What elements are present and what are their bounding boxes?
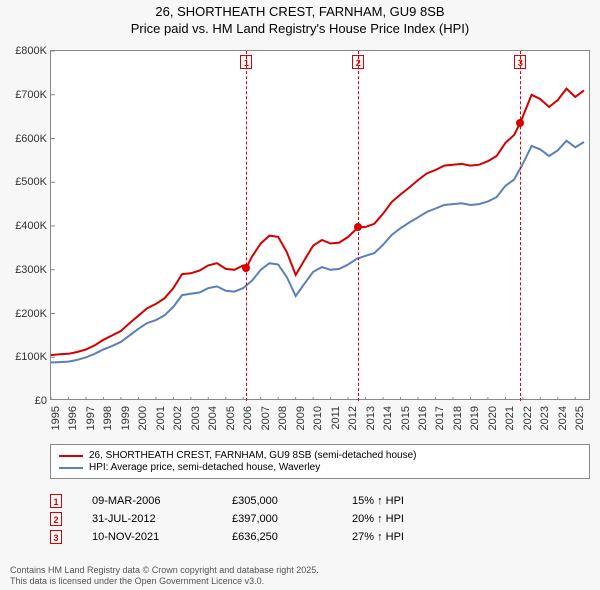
y-tick-label: £600K [3, 133, 47, 145]
x-tick-label: 2005 [225, 406, 237, 430]
x-tick-label: 2023 [539, 406, 551, 430]
y-tick-label: £300K [3, 264, 47, 276]
x-tick-label: 2018 [452, 406, 464, 430]
x-tick-label: 2016 [417, 406, 429, 430]
transaction-marker-icon: 2 [50, 512, 62, 526]
x-tick-label: 2008 [277, 406, 289, 430]
transaction-marker-icon: 1 [50, 494, 62, 508]
chart-title-block: 26, SHORTHEATH CREST, FARNHAM, GU9 8SB P… [0, 0, 600, 38]
x-tick-label: 2006 [242, 406, 254, 430]
legend-row: HPI: Average price, semi-detached house,… [59, 462, 581, 473]
transaction-vline [520, 51, 521, 401]
x-tick-label: 2017 [434, 406, 446, 430]
transaction-row: 3 10-NOV-2021£636,25027% ↑ HPI [50, 530, 590, 544]
x-tick-label: 2002 [172, 406, 184, 430]
y-tick-label: £700K [3, 89, 47, 101]
transaction-price: £305,000 [232, 495, 352, 507]
transaction-dot [354, 223, 362, 231]
legend-row: 26, SHORTHEATH CREST, FARNHAM, GU9 8SB (… [59, 450, 581, 461]
transaction-row: 1 09-MAR-2006£305,00015% ↑ HPI [50, 494, 590, 508]
transaction-price: £397,000 [232, 513, 352, 525]
x-tick-label: 2020 [487, 406, 499, 430]
x-tick-label: 2004 [207, 406, 219, 430]
transaction-pct: 15% ↑ HPI [352, 495, 492, 507]
transaction-pct: 20% ↑ HPI [352, 513, 492, 525]
x-tick-label: 2025 [574, 406, 586, 430]
x-tick-label: 2022 [522, 406, 534, 430]
x-tick-label: 2009 [295, 406, 307, 430]
x-tick-label: 2015 [400, 406, 412, 430]
x-axis-labels: 1995 1996 1997 1998 1999 2000 2001 2002 2003 2004… [50, 402, 590, 442]
x-tick-label: 2003 [190, 406, 202, 430]
x-tick-label: 1999 [120, 406, 132, 430]
transaction-dot [242, 264, 250, 272]
transaction-date: 09-MAR-2006 [92, 495, 232, 507]
legend-swatch-hpi [59, 467, 83, 469]
x-tick-label: 2021 [504, 406, 516, 430]
x-tick-label: 1996 [67, 406, 79, 430]
x-tick-label: 1995 [50, 406, 62, 430]
transaction-date: 31-JUL-2012 [92, 513, 232, 525]
x-tick-label: 2014 [382, 406, 394, 430]
transaction-date: 10-NOV-2021 [92, 531, 232, 543]
chart-plot-area: £0£100K£200K£300K£400K£500K£600K£700K£80… [50, 50, 590, 400]
footer-line-1: Contains HM Land Registry data © Crown c… [10, 565, 319, 577]
y-tick-label: £200K [3, 308, 47, 320]
legend-label-hpi: HPI: Average price, semi-detached house,… [89, 462, 320, 473]
x-tick-label: 2013 [365, 406, 377, 430]
transaction-pct: 27% ↑ HPI [352, 531, 492, 543]
transactions-table: 1 09-MAR-2006£305,00015% ↑ HPI 2 31-JUL-201… [50, 490, 590, 548]
x-tick-label: 2012 [347, 406, 359, 430]
y-tick-label: £100K [3, 351, 47, 363]
x-tick-label: 2011 [330, 406, 342, 430]
y-tick-label: £500K [3, 176, 47, 188]
y-tick-label: £0 [3, 395, 47, 407]
x-tick-label: 2010 [312, 406, 324, 430]
x-tick-label: 2001 [155, 406, 167, 430]
chart-legend: 26, SHORTHEATH CREST, FARNHAM, GU9 8SB (… [50, 444, 590, 479]
legend-label-price: 26, SHORTHEATH CREST, FARNHAM, GU9 8SB (… [89, 450, 417, 461]
transaction-row: 2 31-JUL-2012£397,00020% ↑ HPI [50, 512, 590, 526]
x-tick-label: 2024 [557, 406, 569, 430]
title-line-2: Price paid vs. HM Land Registry's House … [0, 21, 600, 38]
title-line-1: 26, SHORTHEATH CREST, FARNHAM, GU9 8SB [0, 4, 600, 21]
x-tick-label: 1997 [85, 406, 97, 430]
chart-svg [51, 51, 589, 399]
footer-attribution: Contains HM Land Registry data © Crown c… [10, 565, 319, 588]
y-tick-label: £800K [3, 45, 47, 57]
x-tick-label: 2007 [260, 406, 272, 430]
transaction-dot [516, 119, 524, 127]
y-tick-label: £400K [3, 220, 47, 232]
transaction-marker-icon: 3 [50, 530, 62, 544]
transaction-price: £636,250 [232, 531, 352, 543]
series-line [51, 141, 584, 363]
transaction-vline [246, 51, 247, 401]
x-tick-label: 2019 [469, 406, 481, 430]
series-line [51, 89, 584, 356]
footer-line-2: This data is licensed under the Open Gov… [10, 576, 319, 588]
x-tick-label: 1998 [102, 406, 114, 430]
legend-swatch-price [59, 455, 83, 457]
x-tick-label: 2000 [137, 406, 149, 430]
